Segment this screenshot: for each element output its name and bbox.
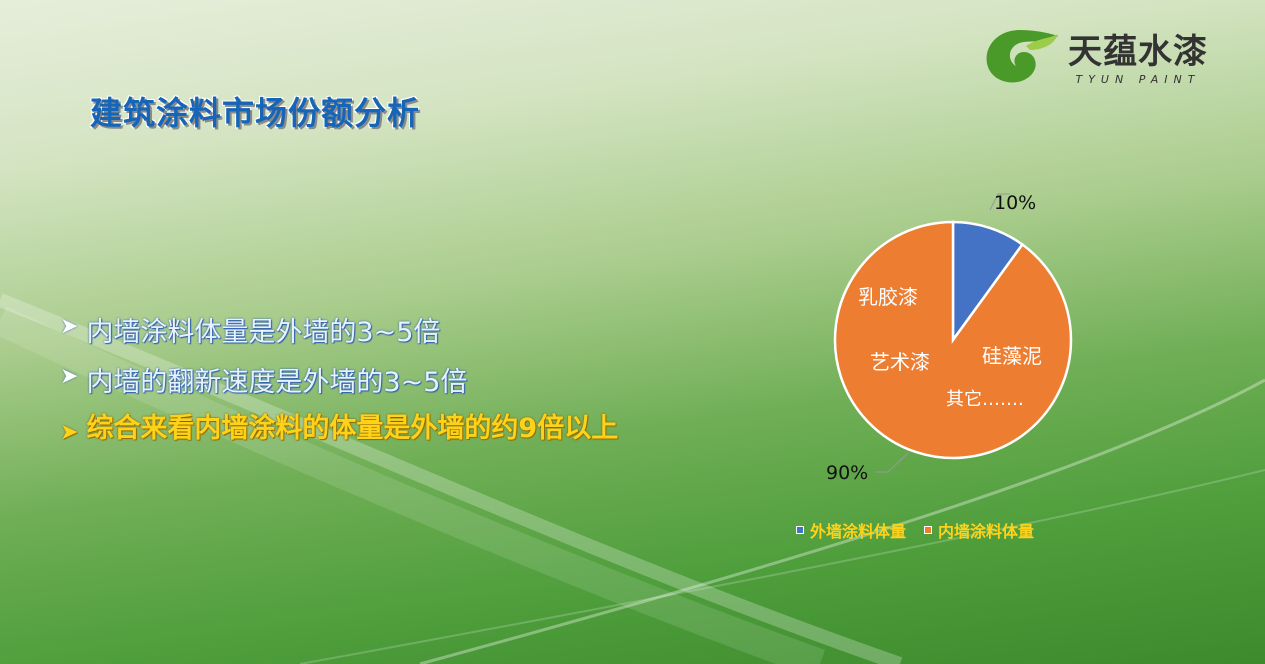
bullet-item-highlight: ➤ 综合来看内墙涂料的体量是外墙的约9倍以上: [60, 412, 640, 450]
logo-subtitle: TYUN PAINT: [1075, 73, 1201, 86]
slide-title: 建筑涂料市场份额分析: [90, 94, 421, 132]
annotation-diatom-mud: 硅藻泥: [982, 344, 1042, 368]
data-label-outer-wall: 10%: [994, 192, 1036, 214]
pie-slice-inner-wall: [833, 220, 1073, 460]
legend-swatch: [924, 526, 933, 534]
pie-chart: 10% 90% 乳胶漆 艺术漆 硅藻泥 其它…….: [826, 192, 1073, 484]
arrow-bullet-icon: ➤: [60, 364, 79, 389]
annotation-latex-paint: 乳胶漆: [858, 285, 918, 309]
bullet-item: ➤ 内墙涂料体量是外墙的3~5倍: [60, 310, 440, 349]
annotation-art-paint: 艺术漆: [870, 350, 930, 374]
data-label-inner-wall: 90%: [826, 462, 868, 484]
legend-label: 内墙涂料体量: [938, 522, 1035, 541]
legend-swatch: [796, 526, 804, 534]
bullet-text: 内墙的翻新速度是外墙的3~5倍: [86, 367, 468, 398]
legend-item-inner-wall: 内墙涂料体量: [924, 518, 1034, 542]
annotation-others: 其它…….: [946, 389, 1024, 410]
arrow-bullet-icon: ➤: [60, 420, 79, 445]
logo-name: 天蕴水漆: [1068, 32, 1208, 72]
arrow-bullet-icon: ➤: [60, 314, 79, 339]
leader-line-10: [989, 193, 1010, 211]
pie-slice-outer-wall: [951, 220, 1025, 344]
bullet-item: ➤ 内墙的翻新速度是外墙的3~5倍: [60, 360, 467, 399]
legend-label: 外墙涂料体量: [810, 522, 907, 541]
bullet-text: 内墙涂料体量是外墙的3~5倍: [86, 317, 441, 348]
bullet-text: 综合来看内墙涂料的体量是外墙的约9倍以上: [86, 413, 619, 444]
leader-line-90: [875, 452, 909, 473]
logo: 天蕴水漆 TYUN PAINT: [980, 22, 1208, 88]
chart-legend: 外墙涂料体量 内墙涂料体量: [796, 518, 1034, 542]
legend-item-outer-wall: 外墙涂料体量: [796, 518, 906, 542]
logo-swirl-icon: [986, 30, 1058, 83]
